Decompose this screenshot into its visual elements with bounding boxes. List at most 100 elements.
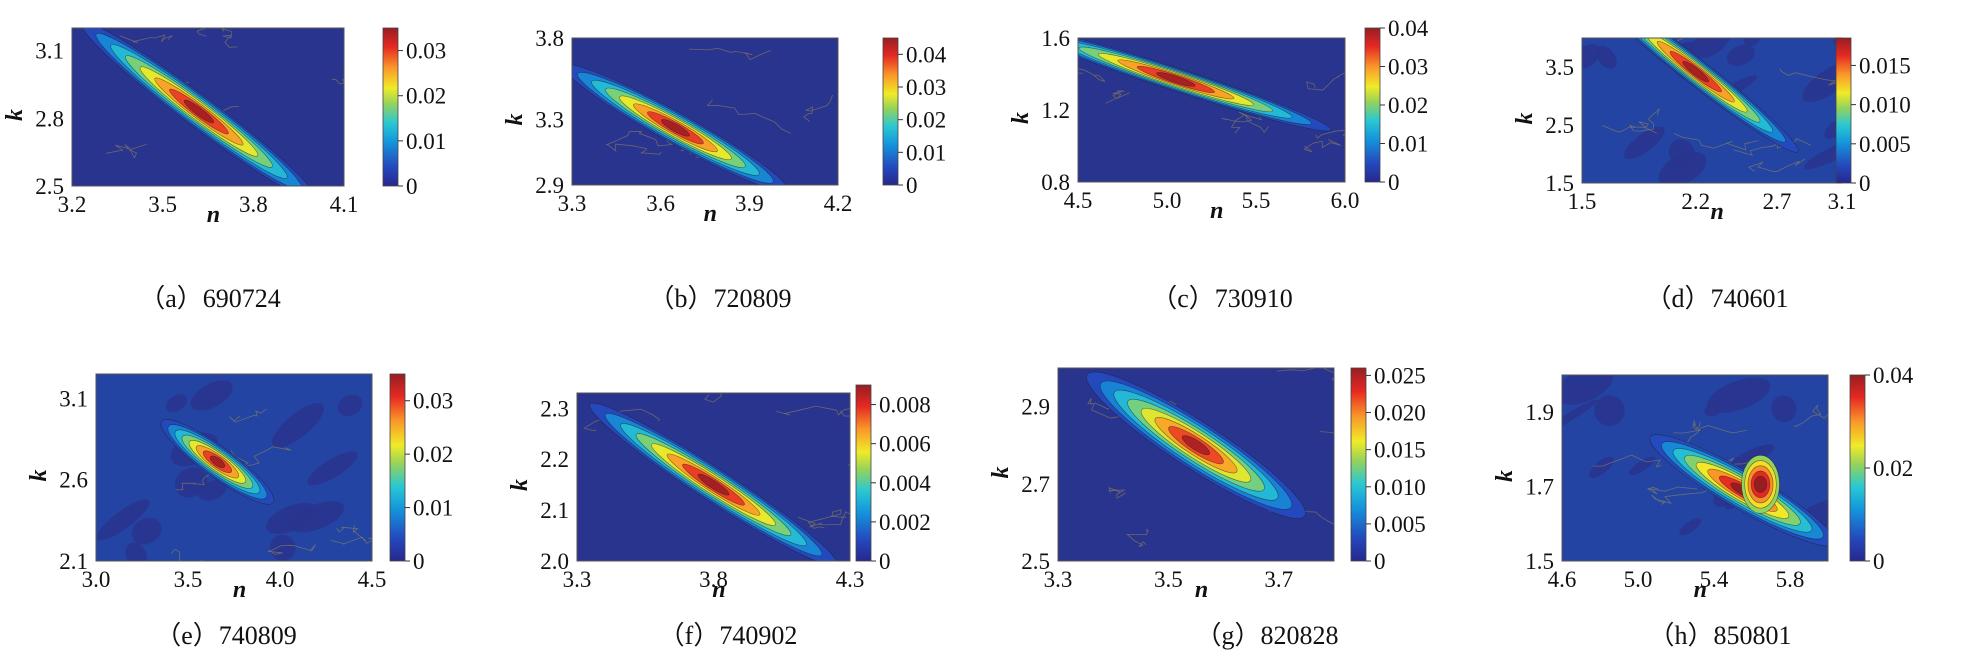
colorbar [882, 37, 899, 186]
background-island [1707, 377, 1771, 413]
background-contour [267, 544, 316, 555]
x-tick-label: 4.0 [266, 567, 295, 592]
background-island [1802, 62, 1842, 103]
x-tick-label: 4.5 [1064, 188, 1093, 213]
x-tick-label: 5.0 [1624, 567, 1653, 592]
background-contour [1647, 486, 1698, 495]
background-contour [1126, 528, 1149, 548]
background-island [266, 502, 318, 534]
panel-8: 4.6 5.0 5.4 5.8 1.5 1.7 1.9 n k 0 0.02 0.04 （h）85080… [1492, 363, 1914, 650]
panel-1: 3.2 3.5 3.8 4.1 2.5 2.8 3.1 n k 0 0.01 0.02 0.03 （a）6… [2, 27, 446, 313]
background-contour [1674, 133, 1759, 151]
colorbar-tick-label: 0.015 [1859, 53, 1911, 78]
x-tick-label: 3.9 [735, 191, 764, 216]
background-island [125, 542, 147, 561]
x-tick-label: 2.2 [1681, 189, 1710, 214]
background-contour [229, 408, 268, 423]
x-tick-label: 3.8 [239, 192, 268, 217]
contour-level-8 [1181, 435, 1211, 456]
y-axis-label: k [1512, 113, 1538, 125]
y-tick-label: 2.6 [59, 468, 88, 493]
x-tick-label: 3.3 [1044, 567, 1073, 592]
x-axis-label: n [1210, 198, 1223, 224]
colorbar-tick-label: 0.03 [1388, 55, 1428, 80]
colorbar [1849, 374, 1866, 562]
background-island [1589, 456, 1614, 478]
y-axis-label: k [1492, 470, 1518, 482]
x-tick-label: 3.2 [58, 192, 87, 217]
y-tick-label: 1.2 [1041, 98, 1070, 123]
contour-level-8 [183, 99, 215, 124]
panel-3: 4.5 5.0 5.5 6.0 0.8 1.2 1.6 n k 0 0.01 0.02 0.03 0.04… [1008, 16, 1429, 313]
background-contour [1105, 90, 1130, 104]
colorbar-tick-label: 0.04 [1873, 363, 1914, 388]
background-contour [1686, 425, 1748, 444]
x-tick-label: 5.0 [1153, 188, 1182, 213]
background-contour [803, 94, 833, 122]
background-contour [1793, 403, 1828, 427]
y-axis-label: k [988, 467, 1014, 479]
y-tick-label: 0.8 [1041, 170, 1070, 195]
colorbar [1364, 27, 1381, 183]
panel-caption: （d）740601 [1645, 284, 1788, 313]
background-contour [1315, 129, 1345, 139]
y-tick-label: 2.9 [535, 173, 564, 198]
x-tick-label: 4.3 [836, 567, 865, 592]
background-contour [689, 47, 771, 61]
colorbar [855, 384, 872, 562]
x-tick-label: 5.8 [1776, 567, 1805, 592]
plot-frame [71, 27, 345, 187]
colorbar-tick-label: 0.005 [1374, 512, 1426, 537]
y-tick-label: 2.0 [540, 549, 569, 574]
panel-4: 1.5 2.2 2.7 3.1 1.5 2.5 3.5 n k 0 0.005 0.010 0.015 （… [1512, 37, 1911, 313]
y-tick-label: 2.5 [35, 174, 64, 199]
colorbar-tick-label: 0.04 [906, 42, 947, 67]
colorbar-tick-label: 0.005 [1859, 132, 1911, 157]
y-tick-label: 2.9 [1021, 395, 1050, 420]
colorbar-tick-label: 0.020 [1374, 401, 1426, 426]
x-tick-label: 3.7 [1264, 567, 1293, 592]
colorbar-tick-label: 0.02 [413, 442, 453, 467]
x-tick-label: 3.3 [563, 567, 592, 592]
colorbar-tick-label: 0.010 [1374, 475, 1426, 500]
background-contour [1276, 368, 1334, 382]
background-contour [1673, 419, 1701, 434]
x-axis-label: n [233, 577, 246, 603]
y-tick-label: 1.7 [1525, 475, 1554, 500]
colorbar-tick-label: 0.02 [406, 84, 446, 109]
background-island [1739, 446, 1764, 466]
colorbar-tick-label: 0.008 [879, 393, 931, 418]
plot-frame [1057, 367, 1335, 562]
panel-caption: （b）720809 [648, 284, 791, 313]
y-axis-label: k [507, 479, 533, 491]
panel-caption: （g）820828 [1195, 621, 1338, 650]
background-contour [1303, 139, 1342, 153]
x-tick-label: 5.4 [1700, 567, 1729, 592]
plot-background [572, 38, 838, 185]
colorbar-tick-label: 0.025 [1374, 363, 1426, 388]
x-tick-label: 3.5 [148, 192, 177, 217]
background-island [198, 480, 227, 501]
colorbar-tick-label: 0 [1873, 549, 1885, 574]
colorbar-tick-label: 0.03 [406, 39, 446, 64]
panel-caption: （a）690724 [139, 284, 281, 313]
y-axis-label: k [2, 109, 28, 121]
background-contour [331, 78, 344, 85]
background-contour [1306, 72, 1345, 91]
plot-frame [576, 392, 851, 562]
plot-frame [571, 37, 839, 186]
colorbar-tick-label: 0 [1859, 171, 1871, 196]
x-axis-label: n [1694, 577, 1707, 603]
x-tick-label: 3.0 [82, 567, 111, 592]
contour-level-8 [1156, 72, 1196, 87]
background-contour [704, 393, 722, 403]
x-axis-label: n [1195, 577, 1208, 603]
y-tick-label: 3.3 [535, 108, 564, 133]
colorbar-tick-label: 0.004 [879, 471, 931, 496]
y-tick-label: 1.5 [1525, 549, 1554, 574]
colorbar-tick-label: 0.02 [1873, 456, 1913, 481]
x-tick-label: 3.1 [1828, 189, 1857, 214]
background-contour [196, 28, 208, 37]
background-contour [1221, 114, 1269, 133]
colorbar-tick-label: 0.01 [413, 496, 453, 521]
